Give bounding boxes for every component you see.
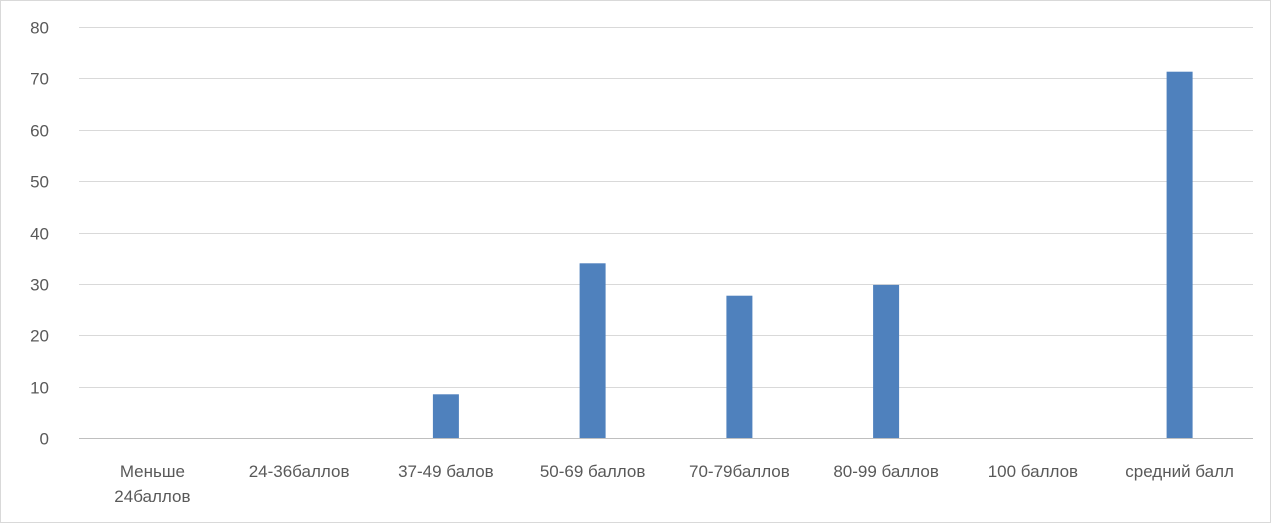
y-tick-label: 40 (30, 225, 49, 244)
gridlines (79, 27, 1253, 388)
y-tick-label: 20 (30, 327, 49, 346)
x-tick-label: 37-49 балов (398, 462, 494, 481)
x-tick-label-line: 70-79баллов (689, 462, 790, 481)
x-tick-label-line: средний балл (1125, 462, 1234, 481)
bar (726, 295, 753, 438)
y-tick-label: 80 (30, 19, 49, 38)
bar (873, 284, 900, 438)
y-tick-label: 0 (40, 430, 49, 449)
y-tick-label: 30 (30, 276, 49, 295)
x-axis-tick-labels: Меньше 24баллов 24-36баллов 37-49 балов 50-6… (114, 462, 1234, 506)
y-axis-tick-labels: 0 10 20 30 40 50 60 70 80 (30, 19, 49, 449)
x-tick-label: 70-79баллов (689, 462, 790, 481)
bar (579, 263, 606, 438)
x-tick-label-line: 50-69 баллов (540, 462, 646, 481)
y-tick-label: 50 (30, 173, 49, 192)
x-tick-label: средний балл (1125, 462, 1234, 481)
bars (432, 71, 1193, 438)
bar (432, 394, 459, 438)
bar (1166, 71, 1193, 438)
y-tick-label: 70 (30, 70, 49, 89)
x-tick-label-line: 100 баллов (988, 462, 1078, 481)
x-tick-label: 24-36баллов (249, 462, 350, 481)
x-tick-label: Меньше 24баллов (114, 462, 190, 506)
x-tick-label: 80-99 баллов (833, 462, 939, 481)
x-tick-label: 100 баллов (988, 462, 1078, 481)
x-tick-label-line: Меньше (120, 462, 185, 481)
x-tick-label-line: 37-49 балов (398, 462, 494, 481)
y-tick-label: 60 (30, 122, 49, 141)
y-tick-label: 10 (30, 379, 49, 398)
x-tick-label: 50-69 баллов (540, 462, 646, 481)
x-tick-label-line: 80-99 баллов (833, 462, 939, 481)
x-tick-label-line: 24-36баллов (249, 462, 350, 481)
x-tick-label-line: 24баллов (114, 487, 190, 506)
